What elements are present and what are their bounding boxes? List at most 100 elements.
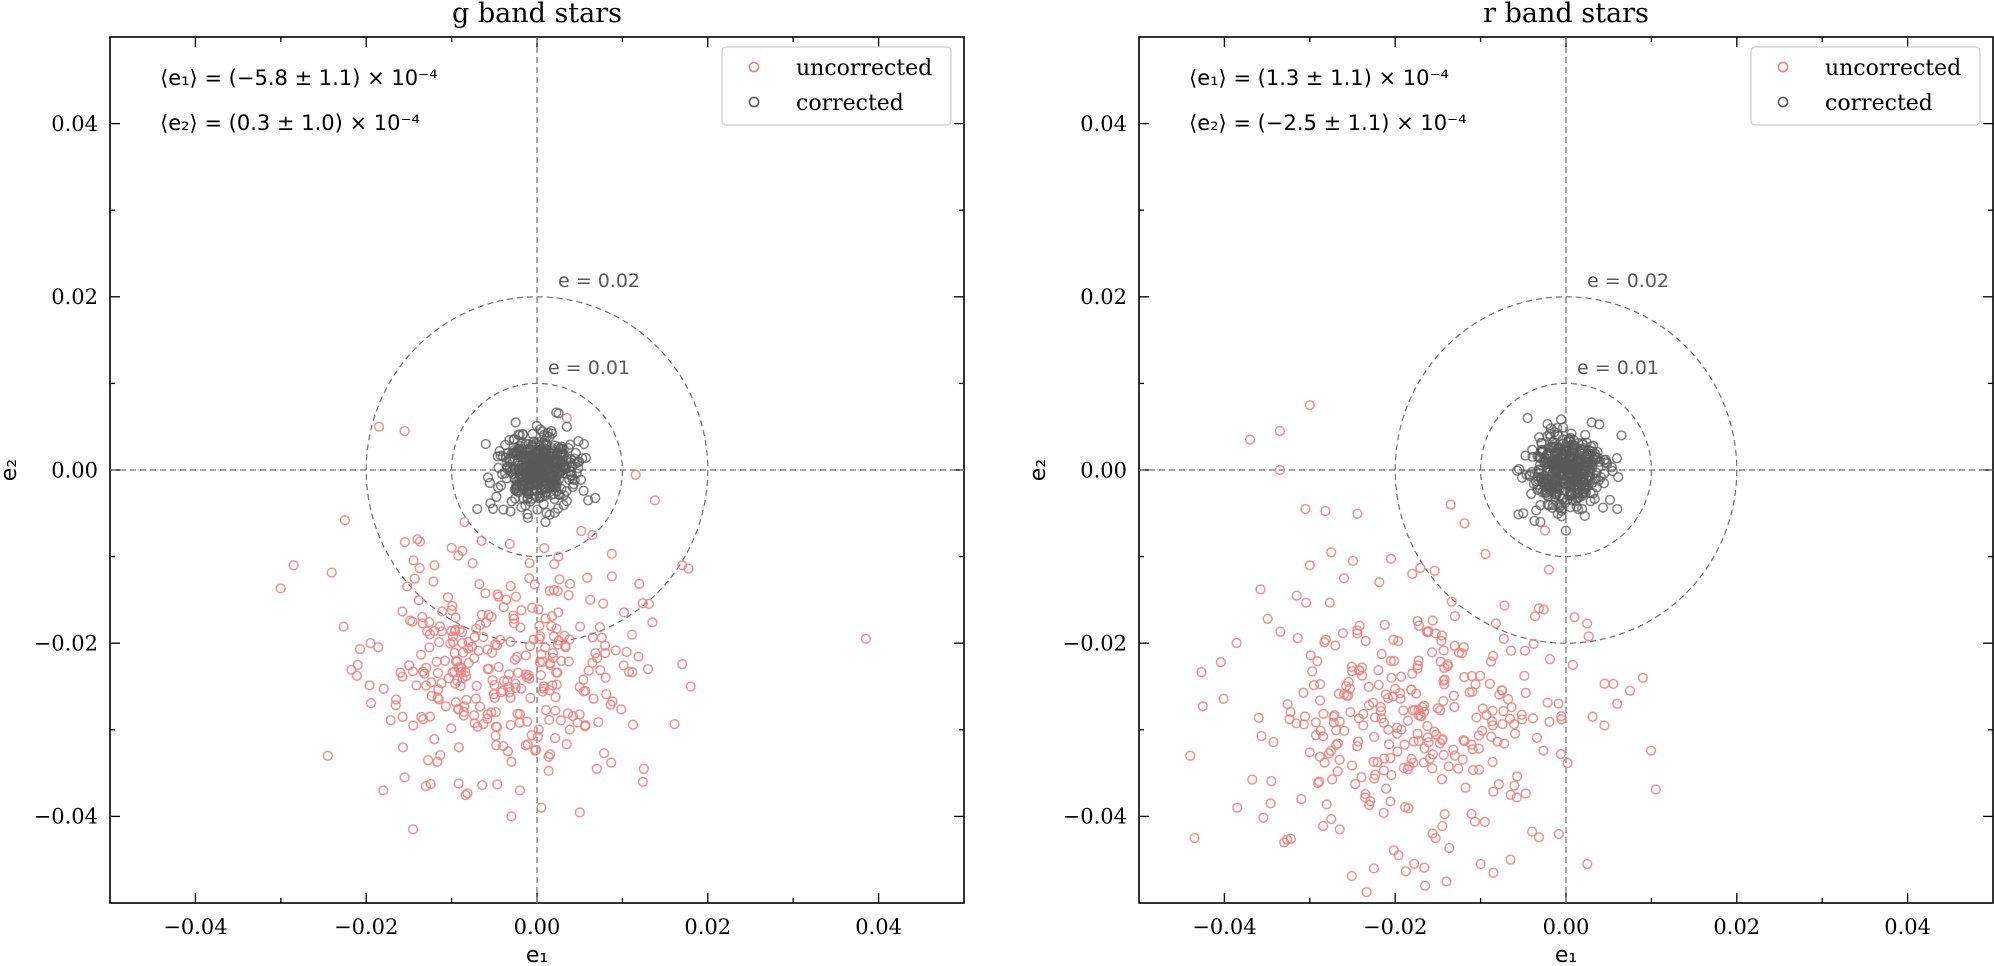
corrected-point	[1534, 432, 1545, 443]
uncorrected-point	[544, 657, 556, 669]
uncorrected-point	[460, 789, 471, 801]
uncorrected-point	[1378, 717, 1390, 728]
uncorrected-point	[1307, 666, 1318, 677]
uncorrected-point	[621, 646, 632, 658]
uncorrected-point	[1345, 706, 1356, 718]
corrected-point	[1564, 450, 1575, 462]
uncorrected-point	[1296, 793, 1307, 805]
corrected-point	[554, 455, 566, 466]
uncorrected-point	[511, 651, 523, 663]
uncorrected-point	[322, 750, 333, 761]
uncorrected-point	[567, 710, 579, 722]
uncorrected-point	[1467, 764, 1479, 776]
uncorrected-point	[1531, 732, 1543, 743]
uncorrected-point	[508, 613, 520, 625]
corrected-point	[564, 439, 576, 450]
corrected-point	[504, 434, 515, 446]
uncorrected-point	[1466, 670, 1478, 682]
uncorrected-point	[1493, 779, 1505, 790]
uncorrected-point	[390, 700, 401, 711]
uncorrected-point	[1448, 744, 1459, 755]
uncorrected-point	[1484, 678, 1496, 689]
uncorrected-point	[1583, 631, 1594, 642]
corrected-point	[506, 496, 517, 507]
corrected-point	[1567, 444, 1578, 456]
panel-g-band: g band stars −0.04 −0.02 0.00 0.02 0.04 …	[0, 0, 965, 966]
uncorrected-point	[1385, 752, 1396, 764]
uncorrected-point	[1441, 876, 1452, 887]
uncorrected-point	[1262, 613, 1273, 624]
legend-label-uncorrected: uncorrected	[1825, 56, 1961, 81]
uncorrected-point	[1392, 746, 1403, 757]
uncorrected-point	[1388, 845, 1399, 856]
uncorrected-point	[1637, 672, 1649, 683]
ellipticity-circle	[1479, 382, 1652, 558]
uncorrected-point	[1599, 678, 1610, 689]
uncorrected-point	[1318, 820, 1329, 832]
corrected-point	[1545, 431, 1556, 442]
uncorrected-point	[669, 718, 680, 730]
corrected-point	[491, 491, 502, 502]
uncorrected-point	[412, 534, 423, 545]
corrected-point	[1578, 480, 1590, 492]
uncorrected-point	[1429, 726, 1440, 737]
uncorrected-point	[1445, 499, 1456, 510]
uncorrected-point	[1453, 763, 1464, 774]
uncorrected-point	[1485, 656, 1497, 667]
uncorrected-point	[1487, 705, 1498, 717]
uncorrected-point	[411, 680, 422, 691]
uncorrected-point	[378, 683, 389, 694]
uncorrected-point	[578, 686, 590, 697]
uncorrected-point	[1395, 671, 1407, 682]
uncorrected-point	[487, 675, 498, 686]
uncorrected-point	[1358, 720, 1369, 731]
uncorrected-point	[1352, 736, 1364, 747]
uncorrected-point	[559, 630, 570, 641]
uncorrected-point	[1304, 560, 1315, 571]
uncorrected-point	[1430, 628, 1441, 639]
corrected-point	[548, 456, 559, 467]
uncorrected-point	[483, 609, 494, 621]
uncorrected-point	[1436, 630, 1448, 641]
uncorrected-point	[1266, 776, 1277, 787]
uncorrected-point	[1499, 600, 1510, 611]
uncorrected-point	[453, 703, 464, 715]
uncorrected-point	[1511, 771, 1523, 782]
uncorrected-point	[454, 624, 465, 636]
uncorrected-point	[1332, 766, 1343, 777]
corrected-point	[573, 436, 584, 447]
uncorrected-point	[1528, 638, 1539, 649]
corrected-point	[513, 443, 524, 455]
uncorrected-point	[1502, 694, 1514, 705]
uncorrected-point	[610, 645, 621, 656]
corrected-point	[531, 466, 542, 477]
uncorrected-point	[1426, 647, 1438, 658]
corrected-point	[1611, 453, 1623, 464]
corrected-point	[1543, 448, 1555, 459]
uncorrected-point	[591, 763, 602, 774]
uncorrected-point	[373, 421, 385, 432]
uncorrected-point	[1533, 603, 1545, 614]
uncorrected-point	[549, 558, 560, 570]
uncorrected-point	[1385, 553, 1397, 564]
uncorrected-point	[860, 633, 871, 645]
uncorrected-point	[463, 657, 474, 669]
uncorrected-point	[474, 619, 486, 631]
corrected-point	[1536, 447, 1547, 458]
circle-label-inner: e = 0.01	[1577, 357, 1659, 379]
uncorrected-point	[1487, 756, 1498, 768]
uncorrected-point	[1360, 792, 1371, 803]
uncorrected-point	[1587, 711, 1598, 722]
uncorrected-point	[452, 656, 463, 667]
uncorrected-point	[447, 667, 458, 678]
uncorrected-point	[1475, 858, 1486, 870]
x-tick-label: 0.02	[684, 915, 731, 939]
corrected-point	[1541, 449, 1552, 461]
uncorrected-point	[1312, 777, 1324, 789]
corrected-point	[1513, 463, 1525, 475]
uncorrected-point	[469, 632, 480, 643]
corrected-point	[1548, 476, 1560, 487]
corrected-point	[1604, 494, 1616, 506]
uncorrected-point	[1562, 757, 1573, 769]
uncorrected-point	[598, 747, 610, 759]
